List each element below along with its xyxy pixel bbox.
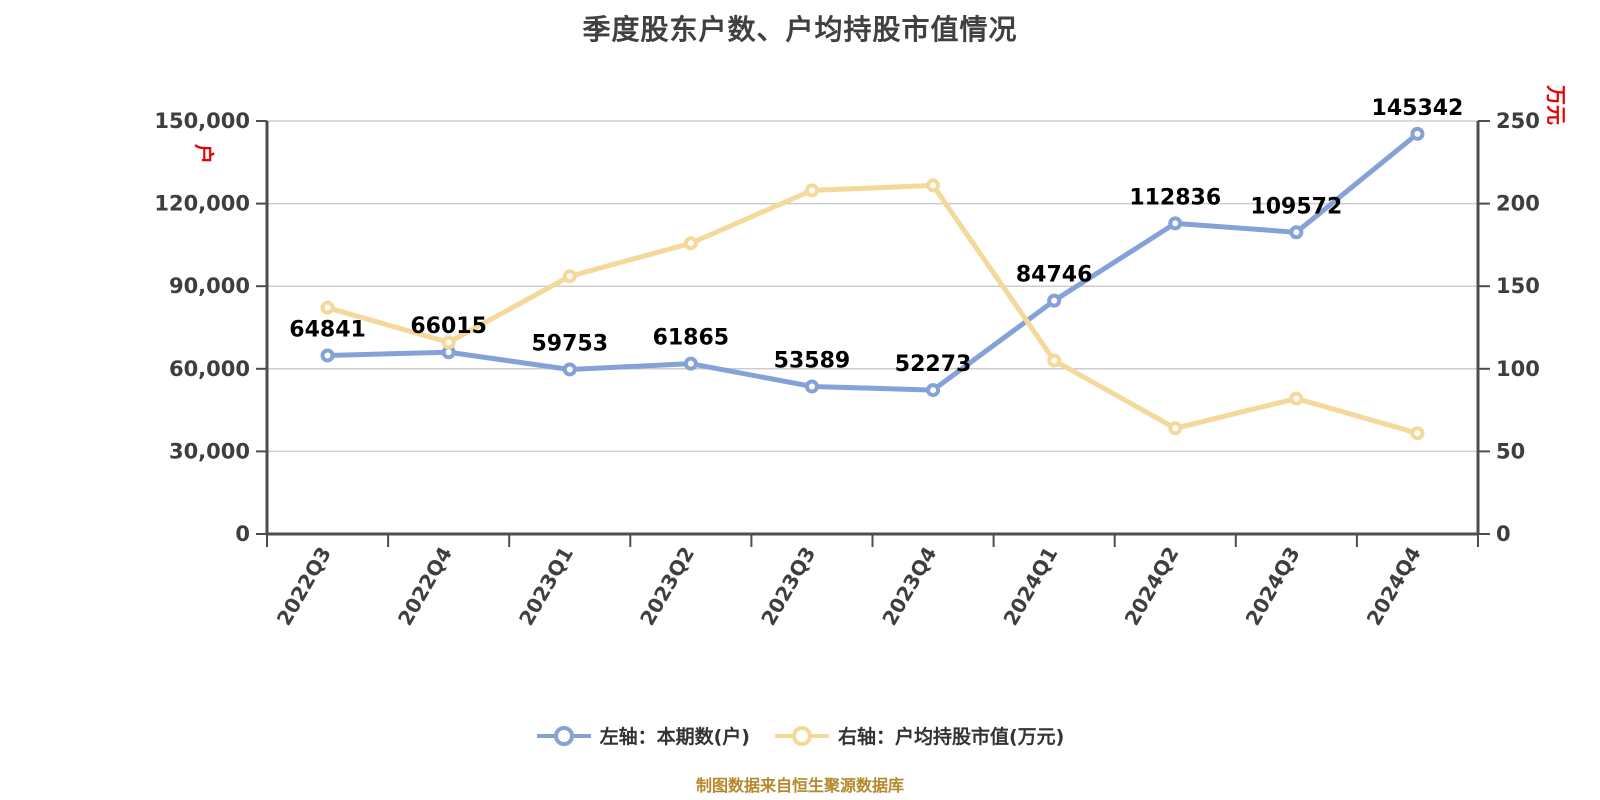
- series-line: [325, 182, 1420, 436]
- left-axis-tick-label: 150,000: [154, 109, 250, 133]
- data-source-note: 制图数据来自恒生聚源数据库: [695, 776, 904, 795]
- data-point-marker[interactable]: [1168, 421, 1183, 436]
- x-axis-label: 2024Q3: [1241, 543, 1305, 630]
- data-point-label: 109572: [1250, 194, 1342, 219]
- legend: 左轴：本期数(户) 右轴：户均持股市值(万元): [0, 722, 1600, 749]
- legend-label-left-axis: 左轴：本期数(户): [599, 726, 750, 748]
- right-axis-tick-label: 150: [1496, 274, 1540, 298]
- data-point-marker[interactable]: [804, 183, 819, 198]
- legend-item-avg-holding-value[interactable]: 右轴：户均持股市值(万元): [774, 722, 1064, 749]
- legend-label-right-axis: 右轴：户均持股市值(万元): [838, 726, 1065, 748]
- data-point-marker[interactable]: [1047, 353, 1062, 368]
- x-axis-ticks: [266, 534, 1479, 547]
- data-point-label: 66015: [410, 314, 487, 339]
- data-point-label: 53589: [774, 348, 851, 373]
- data-point-marker[interactable]: [1168, 216, 1183, 231]
- x-axis-label: 2023Q1: [514, 543, 578, 630]
- data-point-marker[interactable]: [441, 335, 456, 350]
- x-axis-label: 2022Q4: [393, 543, 457, 630]
- data-labels: 64841 66015 59753 61865 53589 52273 84746 11283…: [289, 96, 1463, 377]
- x-axis-category-labels: 2022Q3 2022Q4 2023Q1 2023Q2 2023Q3 2023Q4 2024…: [272, 543, 1426, 630]
- left-axis-tick-label: 30,000: [169, 439, 250, 463]
- x-axis-label: 2024Q1: [998, 543, 1062, 630]
- left-axis-tick-label: 60,000: [169, 357, 250, 381]
- right-axis-tick-label: 250: [1496, 109, 1540, 133]
- right-axis-tick-label: 50: [1496, 439, 1525, 463]
- data-point-label: 145342: [1372, 96, 1464, 121]
- data-point-marker[interactable]: [1410, 126, 1425, 141]
- data-point-label: 59753: [531, 331, 608, 356]
- right-axis-unit: 万元: [1544, 84, 1568, 125]
- legend-item-shareholder-count[interactable]: 左轴：本期数(户): [536, 722, 750, 749]
- y-axis-tick-labels: 0 0 30,000 50 60,000 100 90,000 150 120,000 200 15…: [154, 109, 1540, 546]
- right-axis-tick-label: 200: [1496, 192, 1540, 216]
- data-point-marker[interactable]: [1289, 225, 1304, 240]
- data-point-marker[interactable]: [683, 236, 698, 251]
- data-point-label: 64841: [289, 317, 366, 342]
- data-point-marker[interactable]: [562, 269, 577, 284]
- data-point-label: 112836: [1129, 185, 1221, 210]
- x-axis-label: 2023Q4: [877, 543, 941, 630]
- data-point-marker[interactable]: [926, 178, 941, 193]
- right-axis-tick-label: 100: [1496, 357, 1540, 381]
- data-point-marker[interactable]: [562, 362, 577, 377]
- data-point-label: 61865: [653, 326, 730, 351]
- x-axis-label: 2022Q3: [272, 543, 336, 630]
- legend-marker-line-blue: [536, 725, 591, 746]
- data-point-marker[interactable]: [320, 300, 335, 315]
- data-point-marker[interactable]: [1410, 426, 1425, 441]
- data-point-marker[interactable]: [683, 356, 698, 371]
- series-avg-holding-value: [320, 178, 1425, 441]
- series-shareholder-count: [320, 126, 1425, 398]
- series-line: [325, 131, 1420, 393]
- data-point-label: 52273: [895, 352, 972, 377]
- chart-title: 季度股东户数、户均持股市值情况: [582, 13, 1018, 46]
- data-point-marker[interactable]: [1047, 293, 1062, 308]
- x-axis-label: 2023Q3: [756, 543, 820, 630]
- left-axis-tick-label: 120,000: [154, 192, 250, 216]
- data-point-marker[interactable]: [804, 379, 819, 394]
- x-axis-label: 2024Q2: [1119, 543, 1183, 630]
- data-point-marker[interactable]: [926, 383, 941, 398]
- data-point-label: 84746: [1016, 263, 1093, 288]
- data-point-marker[interactable]: [1289, 391, 1304, 406]
- grid: [267, 120, 1478, 453]
- right-axis-tick-label: 0: [1496, 522, 1511, 546]
- legend-marker-line-yellow: [775, 725, 829, 746]
- left-axis-unit: 户: [192, 144, 216, 164]
- data-point-marker[interactable]: [320, 348, 335, 363]
- x-axis-label: 2024Q4: [1362, 543, 1426, 630]
- x-axis-label: 2023Q2: [635, 543, 699, 630]
- left-axis-tick-label: 0: [235, 522, 250, 546]
- left-axis-tick-label: 90,000: [169, 274, 250, 298]
